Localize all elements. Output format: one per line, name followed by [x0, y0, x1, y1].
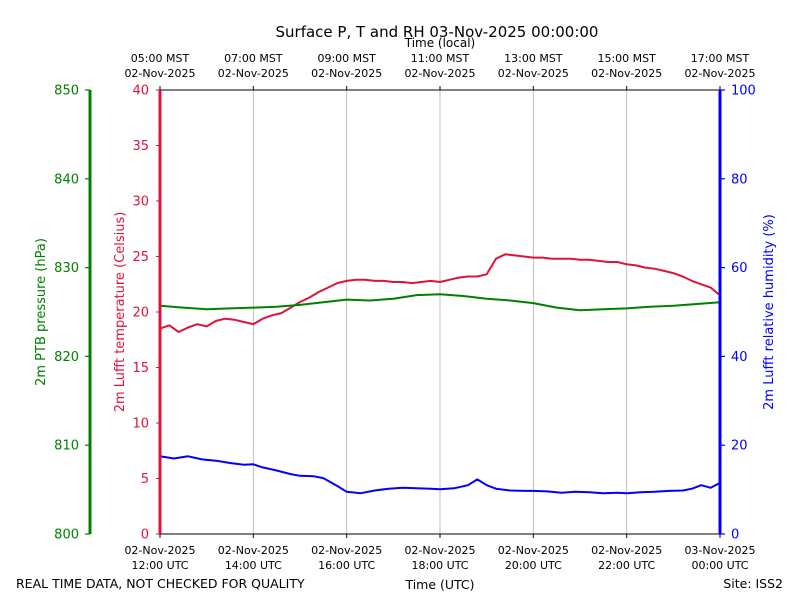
top-tick-time: 07:00 MST	[224, 52, 283, 65]
top-tick-date: 02-Nov-2025	[311, 67, 382, 80]
pressure-tick-label: 830	[54, 261, 79, 276]
bottom-tick-date: 02-Nov-2025	[591, 544, 662, 557]
humidity-tick-label: 40	[731, 350, 748, 365]
bottom-tick-time: 22:00 UTC	[598, 559, 655, 572]
top-tick-date: 02-Nov-2025	[124, 67, 195, 80]
temperature-series-line	[159, 253, 721, 333]
bottom-tick-time: 00:00 UTC	[691, 559, 748, 572]
temperature-tick-label: 0	[141, 528, 149, 543]
top-tick-time: 05:00 MST	[131, 52, 190, 65]
pressure-tick-label: 850	[54, 84, 79, 99]
bottom-tick-date: 02-Nov-2025	[124, 544, 195, 557]
temperature-axis: 0 5 10 15 20 25 30 35 40 2m Lufft temperature (Ce…	[113, 84, 162, 543]
pressure-tick-label: 840	[54, 172, 79, 187]
bottom-tick-date: 02-Nov-2025	[498, 544, 569, 557]
top-tick-date: 02-Nov-2025	[498, 67, 569, 80]
bottom-tick-time: 14:00 UTC	[225, 559, 282, 572]
temperature-tick-label: 10	[132, 417, 149, 432]
temperature-tick-label: 35	[132, 139, 149, 154]
quality-disclaimer: REAL TIME DATA, NOT CHECKED FOR QUALITY	[16, 576, 305, 591]
humidity-tick-label: 60	[731, 261, 748, 276]
humidity-tick-label: 0	[731, 528, 739, 543]
top-tick-time: 09:00 MST	[317, 52, 376, 65]
top-time-axis: 05:00 MST 02-Nov-2025 07:00 MST 02-Nov-2025…	[124, 52, 756, 90]
top-tick-time: 11:00 MST	[411, 52, 470, 65]
bottom-tick-time: 12:00 UTC	[131, 559, 188, 572]
bottom-tick-date: 02-Nov-2025	[218, 544, 289, 557]
humidity-tick-label: 20	[731, 439, 748, 454]
top-tick-date: 02-Nov-2025	[591, 67, 662, 80]
pressure-tick-label: 820	[54, 350, 79, 365]
top-axis-label: Time (local)	[404, 36, 476, 50]
humidity-axis-label: 2m Lufft relative humidity (%)	[762, 214, 777, 410]
top-tick-date: 02-Nov-2025	[684, 67, 755, 80]
top-tick-date: 02-Nov-2025	[404, 67, 475, 80]
x-axis-label: Time (UTC)	[404, 577, 474, 592]
pressure-axis-label: 2m PTB pressure (hPa)	[34, 238, 49, 386]
temperature-tick-label: 20	[132, 306, 149, 321]
bottom-tick-date: 02-Nov-2025	[404, 544, 475, 557]
humidity-axis: 0 20 40 60 80 100 2m Lufft relative humidity (…	[718, 84, 777, 543]
top-tick-time: 13:00 MST	[504, 52, 563, 65]
bottom-tick-date: 03-Nov-2025	[684, 544, 755, 557]
humidity-tick-label: 80	[731, 172, 748, 187]
temperature-axis-label: 2m Lufft temperature (Celsius)	[113, 212, 128, 413]
top-tick-date: 02-Nov-2025	[218, 67, 289, 80]
humidity-series-line	[159, 455, 721, 495]
chart-title: Surface P, T and RH 03-Nov-2025 00:00:00	[276, 23, 599, 41]
grid-lines	[252, 90, 628, 534]
series-layer	[159, 253, 721, 495]
top-tick-time: 15:00 MST	[597, 52, 656, 65]
humidity-tick-label: 100	[731, 84, 756, 99]
bottom-tick-time: 18:00 UTC	[411, 559, 468, 572]
pressure-series-line	[159, 293, 721, 312]
temperature-tick-label: 30	[132, 195, 149, 210]
site-label: Site: ISS2	[723, 576, 783, 591]
bottom-tick-date: 02-Nov-2025	[311, 544, 382, 557]
temperature-tick-label: 25	[132, 250, 149, 265]
top-tick-time: 17:00 MST	[691, 52, 750, 65]
pressure-tick-label: 800	[54, 528, 79, 543]
bottom-time-axis: 02-Nov-2025 12:00 UTC 02-Nov-2025 14:00 UTC…	[124, 534, 756, 572]
pressure-tick-label: 810	[54, 439, 79, 454]
temperature-tick-label: 15	[132, 361, 149, 376]
temperature-tick-label: 40	[132, 84, 149, 99]
bottom-tick-time: 16:00 UTC	[318, 559, 375, 572]
bottom-tick-time: 20:00 UTC	[505, 559, 562, 572]
temperature-tick-label: 5	[141, 472, 149, 487]
pressure-axis: 800 810 820 830 840 850 2m PTB pressure (hPa)	[34, 84, 92, 543]
